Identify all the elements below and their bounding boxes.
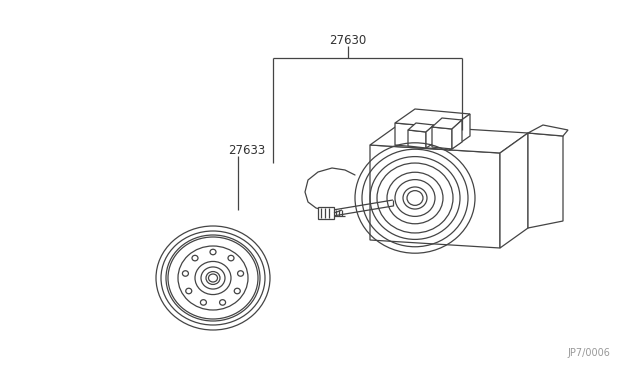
- Ellipse shape: [186, 288, 192, 294]
- Ellipse shape: [192, 255, 198, 261]
- Polygon shape: [408, 123, 434, 132]
- Polygon shape: [370, 125, 528, 153]
- Ellipse shape: [228, 255, 234, 261]
- Polygon shape: [370, 145, 500, 248]
- Ellipse shape: [168, 237, 258, 319]
- Ellipse shape: [201, 267, 225, 289]
- Ellipse shape: [195, 262, 231, 295]
- Polygon shape: [408, 130, 426, 148]
- Polygon shape: [395, 123, 450, 150]
- Polygon shape: [528, 133, 563, 228]
- Polygon shape: [450, 114, 470, 150]
- Text: 27630: 27630: [330, 33, 367, 46]
- Polygon shape: [452, 120, 462, 149]
- Ellipse shape: [182, 271, 188, 276]
- Ellipse shape: [200, 300, 207, 305]
- Polygon shape: [432, 127, 452, 149]
- Polygon shape: [528, 125, 568, 136]
- Polygon shape: [395, 109, 470, 128]
- Polygon shape: [318, 207, 334, 219]
- Polygon shape: [432, 118, 462, 129]
- Text: 27633: 27633: [228, 144, 265, 157]
- Ellipse shape: [210, 249, 216, 255]
- Polygon shape: [426, 125, 434, 148]
- Text: JP7/0006: JP7/0006: [567, 348, 610, 358]
- Ellipse shape: [234, 288, 240, 294]
- Ellipse shape: [209, 274, 218, 282]
- Ellipse shape: [220, 300, 225, 305]
- Ellipse shape: [206, 272, 220, 285]
- Polygon shape: [500, 133, 528, 248]
- Ellipse shape: [407, 190, 423, 205]
- Ellipse shape: [237, 271, 244, 276]
